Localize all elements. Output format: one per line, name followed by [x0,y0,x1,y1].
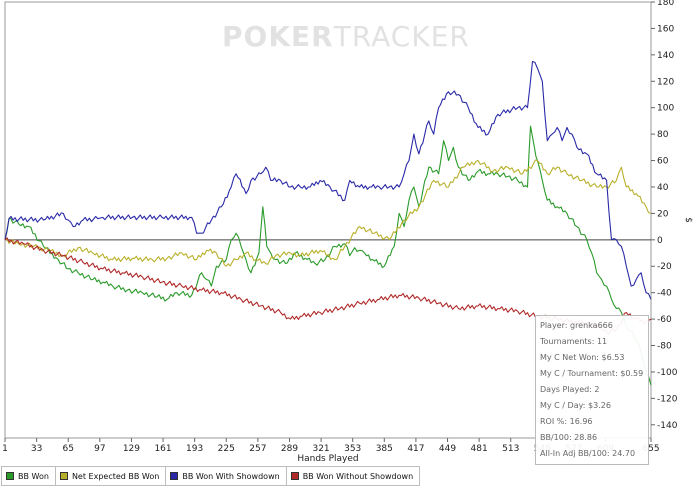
legend-label: BB Won With Showdown [182,471,280,481]
y-tick-label: -60 [657,315,672,325]
info-line: Player: grenka666 [540,321,613,330]
legend-swatch [170,472,179,480]
info-line: Days Played: 2 [540,385,600,394]
x-tick-label: 129 [123,444,140,454]
info-line: My C / Tournament: $0.59 [540,369,644,378]
y-tick-label: -120 [657,394,678,404]
watermark: POKERTRACKER [222,20,470,53]
info-line: All-In Adj BB/100: 24.70 [540,449,636,458]
y-tick-label: -40 [657,289,672,299]
legend-item[interactable]: Net Expected BB Won [56,467,167,485]
x-tick-label: 1 [2,444,8,454]
plot-frame [4,1,652,439]
legend-item[interactable]: BB Won [2,467,56,485]
y-tick-label: -80 [657,342,672,352]
y-tick-label: 60 [657,157,669,167]
x-tick-label: 65 [62,444,73,454]
x-tick-label: 449 [439,444,456,454]
x-tick-label: 481 [471,444,488,454]
legend-swatch [6,472,14,480]
x-tick-label: 513 [502,444,519,454]
x-tick-label: 655 [642,444,659,454]
legend-label: BB Won [18,471,49,481]
y-tick-label: -20 [657,262,672,272]
info-line: My C Net Won: $6.53 [540,353,625,362]
y-tick-label: 20 [657,209,669,219]
info-line: BB/100: 28.86 [540,433,598,442]
watermark-bold: POKER [222,20,334,53]
series-line-bb-won-with-showdown [4,60,652,300]
y-tick-label: -100 [657,368,678,378]
info-line: Tournaments: 11 [540,337,608,346]
legend-item[interactable]: BB Won Without Showdown [287,467,419,485]
x-tick-label: 161 [154,444,171,454]
x-tick-label: 353 [344,444,361,454]
legend-item[interactable]: BB Won With Showdown [166,467,287,485]
legend-swatch [290,472,299,480]
y-tick-label: 100 [657,104,674,114]
legend-swatch [59,472,68,480]
y-axis: 180 160 140 120 100 80 60 40 20 0 -20 -40 -60 -80 -100… [651,0,678,431]
y-tick-label: 160 [657,24,674,34]
y-tick-label: 0 [657,236,663,246]
x-tick-label: 321 [312,444,329,454]
x-tick-label: 33 [31,444,42,454]
series-line-bb-won [4,125,652,386]
legend-label: BB Won Without Showdown [302,471,414,481]
x-tick-label: 289 [281,444,298,454]
x-tick-label: 257 [249,444,266,454]
x-tick-label: 193 [186,444,203,454]
info-line: My C / Day: $3.26 [540,401,611,410]
x-axis-title: Hands Played [297,454,358,464]
x-tick-label: 97 [94,444,105,454]
y-tick-label: -140 [657,421,678,431]
info-line: ROI %: 16.96 [540,417,593,426]
y-tick-label: 140 [657,51,674,61]
x-tick-label: 417 [407,444,424,454]
y-tick-label: 80 [657,130,669,140]
x-tick-label: 385 [376,444,393,454]
series-line-net-expected-bb-won [4,159,652,267]
legend: BB Won Net Expected BB Won BB Won With Sho… [1,466,421,486]
y-tick-label: 180 [657,0,674,8]
stats-info-panel: Player: grenka666 Tournaments: 11 My C Net… [535,315,649,465]
x-tick-label: 225 [218,444,235,454]
legend-label: Net Expected BB Won [71,471,160,481]
watermark-light: TRACKER [333,20,470,53]
y-tick-label: 40 [657,183,669,193]
y-tick-label: 120 [657,77,674,87]
y-axis-title: $ [683,217,693,223]
